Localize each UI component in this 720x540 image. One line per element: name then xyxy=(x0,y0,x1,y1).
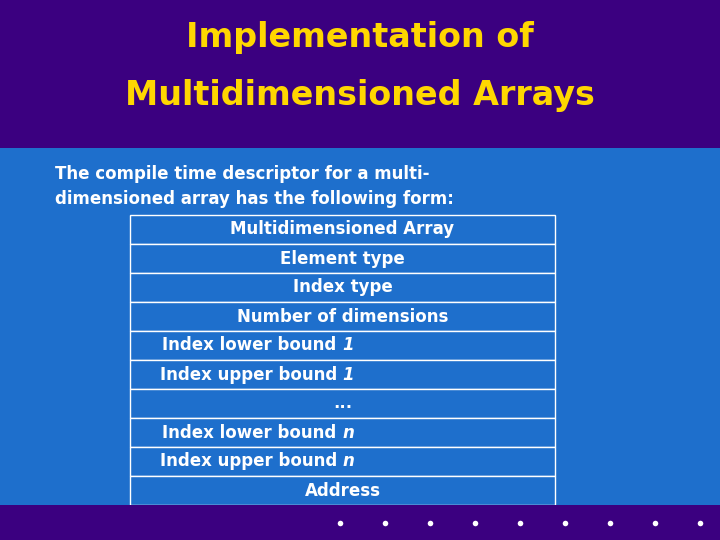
Text: Address: Address xyxy=(305,482,380,500)
Text: 1: 1 xyxy=(343,366,354,383)
Text: Index lower bound: Index lower bound xyxy=(163,423,343,442)
FancyBboxPatch shape xyxy=(130,418,555,447)
FancyBboxPatch shape xyxy=(0,505,250,540)
Text: 1: 1 xyxy=(343,336,354,354)
Text: n: n xyxy=(343,453,354,470)
Text: n: n xyxy=(343,423,354,442)
FancyBboxPatch shape xyxy=(130,360,555,389)
FancyBboxPatch shape xyxy=(130,389,555,418)
Text: ...: ... xyxy=(333,395,352,413)
FancyBboxPatch shape xyxy=(0,0,720,148)
FancyBboxPatch shape xyxy=(130,302,555,331)
Text: The compile time descriptor for a multi-: The compile time descriptor for a multi- xyxy=(55,165,430,183)
Text: Index type: Index type xyxy=(292,279,392,296)
Text: Index upper bound: Index upper bound xyxy=(160,453,343,470)
Text: Element type: Element type xyxy=(280,249,405,267)
FancyBboxPatch shape xyxy=(130,215,555,244)
FancyBboxPatch shape xyxy=(130,273,555,302)
Text: Index upper bound: Index upper bound xyxy=(160,366,343,383)
FancyBboxPatch shape xyxy=(130,476,555,505)
Text: dimensioned array has the following form:: dimensioned array has the following form… xyxy=(55,190,454,208)
FancyBboxPatch shape xyxy=(0,505,720,540)
Text: Multidimensioned Arrays: Multidimensioned Arrays xyxy=(125,78,595,111)
Text: Implementation of: Implementation of xyxy=(186,22,534,55)
Text: Number of dimensions: Number of dimensions xyxy=(237,307,448,326)
FancyBboxPatch shape xyxy=(130,447,555,476)
FancyBboxPatch shape xyxy=(130,244,555,273)
FancyBboxPatch shape xyxy=(130,331,555,360)
Text: Multidimensioned Array: Multidimensioned Array xyxy=(230,220,454,239)
Text: Index lower bound: Index lower bound xyxy=(163,336,343,354)
